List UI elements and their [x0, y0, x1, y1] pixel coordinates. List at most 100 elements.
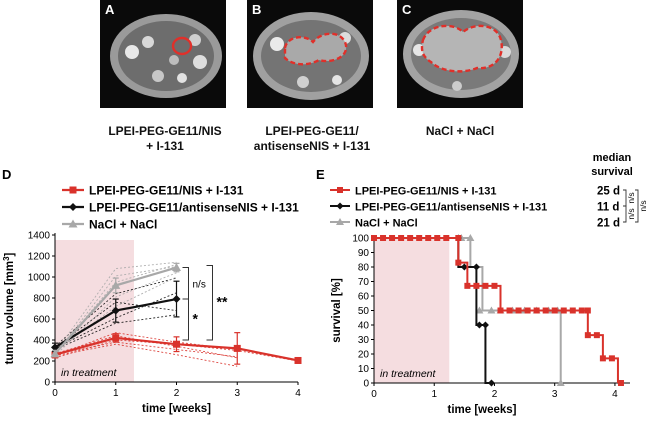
- significance-label: n/s: [193, 279, 206, 290]
- y-tick-label: 50: [358, 306, 370, 317]
- y-tick-label: 600: [33, 315, 50, 326]
- survival-marker: [407, 235, 414, 241]
- data-point: [173, 340, 180, 348]
- comparison-label: n/s: [626, 192, 636, 203]
- treatment-shading: [55, 240, 134, 382]
- data-point: [50, 349, 60, 358]
- survival-marker: [434, 235, 441, 241]
- comparison-label: n/s: [638, 200, 648, 211]
- panel-letter: A: [105, 2, 115, 17]
- survival-marker: [466, 234, 475, 241]
- significance-bracket: [206, 264, 213, 341]
- legend-label: NaCl + NaCl: [355, 218, 418, 230]
- survival-marker: [515, 307, 522, 314]
- y-tick-label: 100: [352, 234, 369, 245]
- data-point: [172, 263, 181, 272]
- panel-letter-d: D: [2, 167, 11, 182]
- survival-marker: [599, 355, 606, 362]
- x-axis-label: time [weeks]: [142, 403, 211, 415]
- survival-curves: [371, 234, 624, 387]
- survival-marker: [398, 235, 405, 241]
- comparison-bracket: [623, 205, 627, 223]
- panel-letter: C: [402, 2, 412, 17]
- survival-marker: [569, 307, 576, 314]
- median-survival-header: survival: [591, 166, 633, 178]
- survival-marker: [491, 282, 498, 289]
- y-tick-label: 1200: [28, 252, 51, 263]
- survival-marker: [425, 235, 432, 241]
- caption-b: LPEI-PEG-GE11/ antisenseNIS + I-131: [253, 124, 371, 153]
- caption-c: NaCl + NaCl: [425, 124, 495, 138]
- legend-marker: [69, 203, 77, 211]
- treatment-label: in treatment: [380, 368, 437, 380]
- significance-label: **: [217, 294, 228, 310]
- y-tick-label: 800: [33, 294, 50, 305]
- survival-marker: [416, 235, 423, 241]
- y-tick-label: 70: [358, 277, 370, 288]
- x-tick-label: 2: [174, 388, 180, 399]
- comparison-label: n/s: [626, 208, 636, 219]
- data-point: [111, 280, 121, 289]
- y-tick-label: 200: [33, 357, 50, 368]
- data-point: [111, 306, 120, 315]
- panel-letter-e: E: [316, 167, 325, 182]
- y-tick-label: 0: [363, 379, 369, 390]
- legend-label: LPEI-PEG-GE11/antisenseNIS + I-131: [89, 201, 299, 215]
- survival-marker: [497, 307, 504, 314]
- individual-curve: [54, 277, 177, 347]
- legend: LPEI-PEG-GE11/NIS + I-131 LPEI-PEG-GE11/a…: [62, 184, 299, 232]
- survival-marker: [443, 235, 450, 241]
- significance-brackets: n/s***: [182, 264, 228, 341]
- y-tick-label: 20: [358, 350, 370, 361]
- y-tick-label: 80: [358, 263, 370, 274]
- median-value: 25 d: [597, 186, 620, 198]
- survival-marker: [371, 235, 377, 241]
- significance-label: *: [193, 311, 199, 327]
- survival-marker: [524, 307, 531, 314]
- survival-marker: [473, 282, 480, 289]
- chart-survival: E median survival in treatment 010203040…: [316, 152, 648, 416]
- survival-marker: [593, 332, 600, 339]
- significance-bracket: [182, 298, 189, 341]
- survival-marker: [542, 307, 549, 314]
- survival-marker: [389, 235, 396, 241]
- survival-marker: [578, 307, 585, 314]
- survival-marker: [533, 307, 540, 314]
- survival-marker: [482, 282, 489, 289]
- x-tick-label: 4: [295, 388, 301, 399]
- caption-a: LPEI-PEG-GE11/NIS + I-131: [108, 124, 222, 153]
- data-point: [294, 356, 302, 364]
- survival-marker: [460, 263, 468, 271]
- legend-marker: [336, 218, 344, 225]
- mri-image-c: C: [397, 0, 523, 108]
- data-point: [112, 334, 120, 342]
- individual-curve: [54, 261, 177, 353]
- y-tick-label: 1000: [28, 273, 51, 284]
- axes: 0 10 20 30 40 50 60 70 80 90 100 0 1 2 3 4: [352, 234, 630, 400]
- legend-label: LPEI-PEG-GE11/NIS + I-131: [89, 184, 244, 198]
- survival-marker: [487, 379, 495, 387]
- y-tick-label: 30: [358, 335, 370, 346]
- legend: LPEI-PEG-GE11/NIS + I-131 LPEI-PEG-GE11/a…: [330, 186, 547, 230]
- survival-marker: [464, 282, 471, 289]
- legend-marker: [68, 219, 78, 228]
- legend-label: LPEI-PEG-GE11/antisenseNIS + I-131: [355, 202, 547, 214]
- survival-marker: [556, 379, 565, 386]
- y-tick-label: 60: [358, 292, 370, 303]
- y-tick-label: 40: [358, 321, 370, 332]
- x-tick-label: 2: [492, 389, 498, 400]
- survival-marker: [584, 332, 591, 339]
- survival-marker: [455, 259, 462, 266]
- y-tick-label: 10: [358, 364, 370, 375]
- survival-marker: [475, 321, 483, 329]
- y-tick-label: 90: [358, 248, 370, 259]
- survival-marker: [487, 306, 496, 314]
- tumor-outline: [283, 32, 348, 66]
- survival-marker: [617, 380, 624, 386]
- legend-marker: [336, 202, 344, 210]
- y-axis-label: tumor volume [mm3]: [2, 252, 16, 364]
- chart-tumor-volume: D in treatment 0200400600800100012001400…: [2, 167, 302, 415]
- individual-curve: [54, 266, 177, 355]
- tumor-outline: [171, 36, 193, 56]
- individual-curve: [54, 341, 238, 358]
